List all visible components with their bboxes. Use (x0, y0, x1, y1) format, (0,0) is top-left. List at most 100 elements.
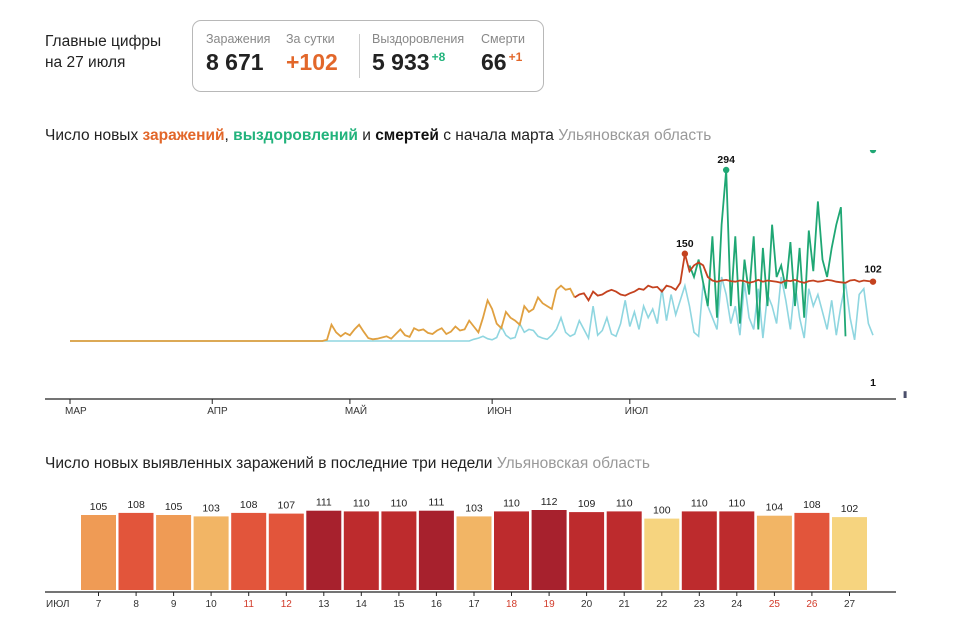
title-line-1: Главные цифры (45, 33, 162, 50)
day-bar (193, 516, 229, 590)
day-label: 10 (206, 599, 218, 610)
day-bar (531, 510, 567, 590)
day-label: 8 (133, 599, 139, 610)
bar-value-label: 108 (240, 499, 258, 511)
point-marker (869, 278, 877, 285)
chart2-title: Число новых выявленных заражений в после… (45, 455, 650, 472)
month-label: МАР (65, 406, 87, 417)
day-bar (81, 515, 116, 590)
day-label: 21 (619, 599, 631, 610)
day-label: 12 (281, 599, 293, 610)
recovered-line (688, 169, 847, 337)
day-bar (118, 512, 154, 590)
bar-value-label: 111 (428, 497, 444, 509)
day-label: 27 (844, 599, 856, 610)
deaths-value: 66 (481, 49, 507, 75)
bar-value-label: 103 (202, 502, 220, 514)
stats-divider (359, 34, 360, 78)
month-label: МАЙ (345, 404, 367, 417)
day-label: 16 (431, 599, 443, 610)
day-bar (794, 512, 830, 590)
day-label: За сутки (286, 32, 335, 46)
day-bar (268, 513, 304, 590)
legend-infections: заражений (142, 127, 225, 144)
day-bar (456, 516, 492, 590)
recovered-value: 5 933 (372, 49, 430, 75)
bar-value-label: 110 (503, 497, 520, 509)
bar-value-label: 110 (616, 497, 633, 509)
day-bar (719, 511, 755, 590)
month-label-jul: ИЮЛ (46, 599, 69, 610)
infections-line (574, 253, 874, 303)
bar-value-label: 110 (691, 497, 708, 509)
day-label: 7 (96, 599, 102, 610)
day-label: 17 (468, 599, 480, 610)
bar-value-label: 112 (541, 496, 558, 508)
day-bar (606, 511, 642, 590)
day-bar (569, 512, 605, 590)
day-label: 19 (544, 599, 556, 610)
day-label: 13 (318, 599, 330, 610)
day-label: 9 (171, 599, 177, 610)
day-bar (832, 517, 867, 590)
deaths-delta: +1 (508, 50, 523, 64)
point-marker (681, 250, 689, 257)
day-bar (381, 511, 417, 590)
day-label: 18 (506, 599, 518, 610)
chart2-region: Ульяновская область (496, 455, 650, 472)
day-bar (156, 515, 192, 590)
infections-value: 8 671 (206, 49, 264, 75)
day-label: 20 (581, 599, 593, 610)
recovered-daily-line (70, 276, 874, 342)
bar-value-label: 111 (316, 497, 332, 509)
bar-value-label: 110 (391, 497, 408, 509)
day-bar (418, 510, 454, 590)
day-bar (681, 511, 717, 590)
month-label: ИЮН (487, 406, 512, 417)
bar-value-label: 108 (803, 499, 821, 511)
stats-box: Заражения 8 671 За сутки +102 Выздоровле… (192, 20, 544, 92)
day-label: 14 (356, 599, 368, 610)
bar-value-label: 103 (465, 502, 483, 514)
legend-deaths: смертей (375, 127, 439, 144)
day-bar (644, 518, 680, 590)
bar-value-label: 105 (90, 501, 108, 513)
death-last-label: 1 (870, 377, 876, 389)
infections-early-line (70, 284, 576, 342)
point-label: 102 (864, 264, 882, 276)
month-label: АПР (207, 406, 228, 417)
day-label: 11 (244, 599, 255, 610)
day-bar (306, 510, 342, 590)
infections-label: Заражения (206, 32, 271, 46)
day-label: 24 (731, 599, 743, 610)
chart1-title: Число новых заражений, выздоровлений и с… (45, 127, 712, 144)
recovered-label: Выздоровления (372, 32, 465, 46)
day-bar (231, 512, 267, 590)
stat-infections: Заражения 8 671 (206, 32, 270, 76)
bar-value-label: 107 (278, 500, 296, 512)
day-label: 26 (806, 599, 818, 610)
title-line-2: на 27 июля (45, 54, 126, 71)
recovered-delta: +8 (431, 50, 446, 64)
deaths-label: Смерти (481, 32, 525, 46)
bar-value-label: 110 (353, 497, 370, 509)
death-bar (903, 391, 907, 398)
month-label: ИЮЛ (625, 406, 648, 417)
bar-value-label: 104 (766, 502, 784, 514)
stat-recovered: Выздоровления 5 933 +8 (372, 32, 464, 76)
bar-value-label: 109 (578, 498, 596, 510)
day-label: 15 (393, 599, 405, 610)
point-marker (869, 150, 877, 154)
point-label: 294 (717, 154, 735, 166)
three-weeks-chart: ИЮЛ 105 7 108 8 105 9 103 10 108 11 107 12 111 13 110 14… (45, 496, 896, 610)
point-marker (722, 166, 730, 174)
day-bar (343, 511, 379, 590)
bar-value-label: 100 (653, 505, 671, 517)
legend-recovered: выздоровлений (233, 127, 358, 144)
bar-value-label: 102 (841, 503, 859, 515)
day-label: 25 (769, 599, 781, 610)
day-value: +102 (286, 49, 338, 75)
day-label: 22 (656, 599, 668, 610)
day-bar (756, 515, 792, 590)
day-bar (494, 511, 529, 590)
